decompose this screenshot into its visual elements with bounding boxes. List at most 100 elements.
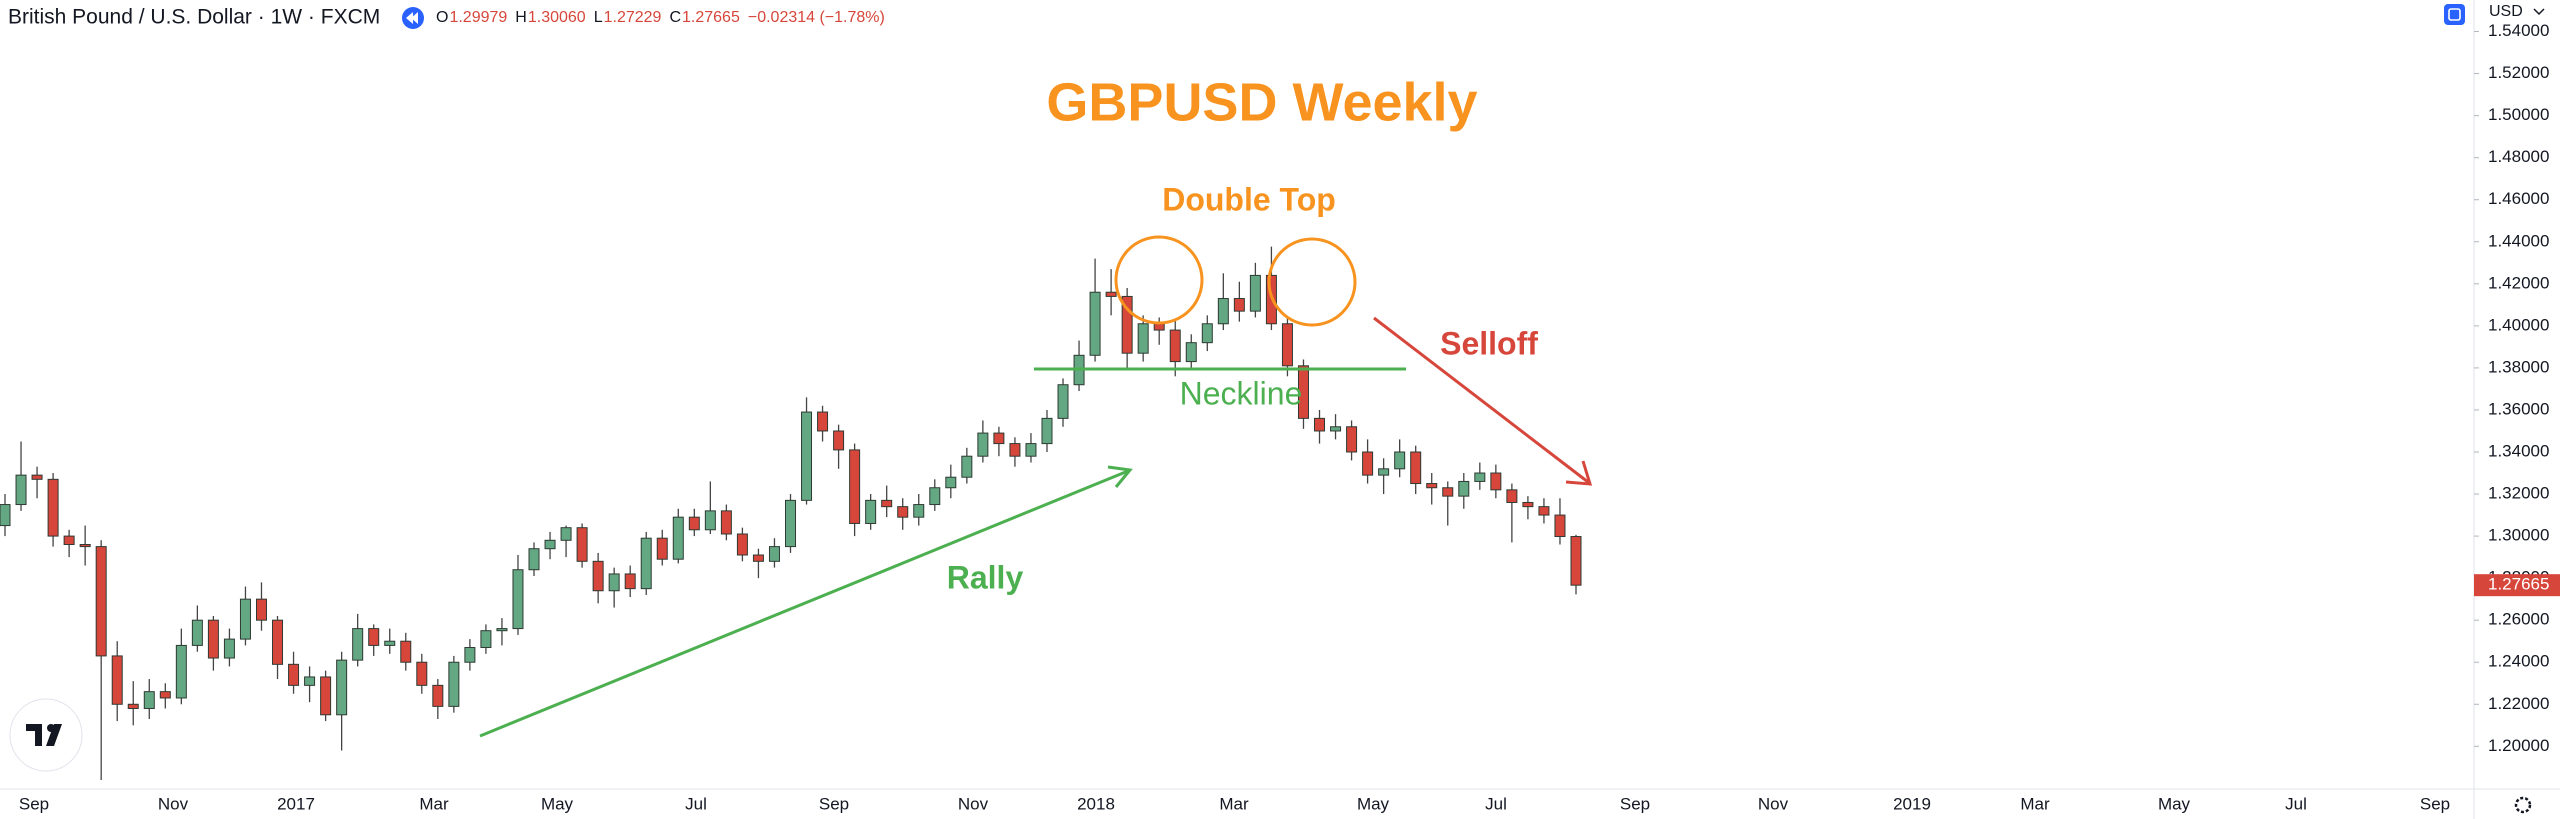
- candle-body: [1025, 443, 1037, 457]
- candle-body: [1057, 384, 1069, 419]
- candle-body: [239, 598, 251, 640]
- x-tick-label: 2018: [1077, 794, 1115, 813]
- candle-body: [1570, 536, 1582, 586]
- rally-arrow: [479, 469, 1129, 738]
- y-tick-label: 1.22000: [2488, 694, 2549, 713]
- candle-body: [1522, 501, 1534, 508]
- settings-icon[interactable]: [2514, 796, 2532, 814]
- y-tick-label: 1.24000: [2488, 652, 2549, 671]
- candle-body: [272, 619, 284, 665]
- y-tick-label: 1.32000: [2488, 484, 2549, 503]
- y-tick-label: 1.54000: [2488, 21, 2549, 40]
- candle-body: [191, 619, 203, 646]
- last-price-label: 1.27665: [2488, 575, 2549, 594]
- candle-body: [79, 544, 91, 548]
- candle-body: [1346, 426, 1358, 453]
- candle-body: [1442, 487, 1454, 497]
- selloff-arrow: [1373, 316, 1589, 484]
- candle-body: [512, 569, 524, 630]
- selloff-label: Selloff: [1440, 325, 1538, 361]
- candle-body: [801, 411, 813, 501]
- candle-body: [977, 432, 989, 457]
- candle-body: [31, 474, 43, 480]
- top-circle: [1267, 237, 1357, 327]
- candle-body: [1410, 451, 1422, 485]
- x-tick-label: Nov: [158, 794, 189, 813]
- candle-body: [881, 499, 893, 508]
- candle-body: [0, 504, 11, 527]
- x-tick-label: Mar: [1219, 794, 1249, 813]
- ohlc-value: 1.27665: [682, 9, 740, 26]
- x-tick-label: Sep: [2420, 794, 2450, 813]
- candle-body: [817, 411, 829, 432]
- candle-body: [1137, 323, 1149, 354]
- y-tick-label: 1.42000: [2488, 273, 2549, 292]
- x-tick-label: May: [2158, 794, 2191, 813]
- candle-body: [1185, 342, 1197, 363]
- candle-body: [1378, 468, 1390, 476]
- last-price-box: [2474, 574, 2560, 597]
- candle-body: [640, 537, 652, 590]
- candle-body: [736, 533, 748, 556]
- candle-body: [560, 527, 572, 541]
- candle-body: [448, 661, 460, 707]
- ohlc-key: H: [515, 9, 527, 26]
- candles: [0, 246, 1582, 780]
- candle-body: [127, 703, 139, 709]
- candle-body: [720, 510, 732, 535]
- candle-body: [1297, 365, 1309, 419]
- y-tick-label: 1.34000: [2488, 441, 2549, 460]
- y-tick-label: 1.52000: [2488, 63, 2549, 82]
- candle-body: [1506, 489, 1518, 503]
- candle-body: [865, 499, 877, 524]
- candle-body: [480, 630, 492, 649]
- ohlc-value: 1.27229: [604, 9, 662, 26]
- candle-body: [304, 676, 316, 686]
- x-tick-label: Sep: [1620, 794, 1650, 813]
- candle-body: [929, 487, 941, 506]
- candle-body: [752, 554, 764, 562]
- candle-body: [833, 430, 845, 451]
- candle-body: [1153, 323, 1165, 331]
- candle-body: [1121, 295, 1133, 354]
- candle-body: [945, 476, 957, 489]
- candle-body: [320, 676, 332, 716]
- candle-body: [1105, 291, 1117, 297]
- candle-body: [1362, 451, 1374, 476]
- candle-body: [207, 619, 219, 659]
- rally-arrowhead: [1107, 465, 1133, 488]
- candle-body: [111, 655, 123, 705]
- candle-body: [384, 640, 396, 646]
- candle-body: [688, 516, 700, 531]
- candle-body: [1201, 323, 1213, 344]
- x-tick-label: Nov: [958, 794, 989, 813]
- x-tick-label: Mar: [419, 794, 449, 813]
- currency[interactable]: USD: [2489, 3, 2523, 20]
- candle-body: [849, 449, 861, 524]
- y-tick-label: 1.48000: [2488, 147, 2549, 166]
- y-tick-label: 1.36000: [2488, 399, 2549, 418]
- screenshot-button[interactable]: [2444, 4, 2465, 25]
- candle-body: [656, 537, 668, 560]
- candle-body: [1474, 472, 1486, 482]
- candle-body: [255, 598, 267, 621]
- x-tick-label: Nov: [1758, 794, 1789, 813]
- candle-body: [143, 691, 155, 709]
- candle-body: [1009, 443, 1021, 457]
- logo[interactable]: [9, 698, 83, 772]
- double-top-label: Double Top: [1162, 181, 1336, 217]
- ohlc-key: C: [669, 9, 681, 26]
- candle-body: [352, 628, 364, 661]
- ohlc-key: L: [594, 9, 603, 26]
- y-tick-label: 1.46000: [2488, 189, 2549, 208]
- candle-body: [961, 455, 973, 478]
- x-tick-label: Jul: [2285, 794, 2307, 813]
- candle-body: [1538, 506, 1550, 516]
- candle-body: [1281, 323, 1293, 367]
- candle-body: [159, 691, 171, 699]
- candle-body: [63, 535, 75, 546]
- candle-body: [913, 504, 925, 518]
- x-tick-label: Mar: [2020, 794, 2050, 813]
- candle-body: [897, 506, 909, 518]
